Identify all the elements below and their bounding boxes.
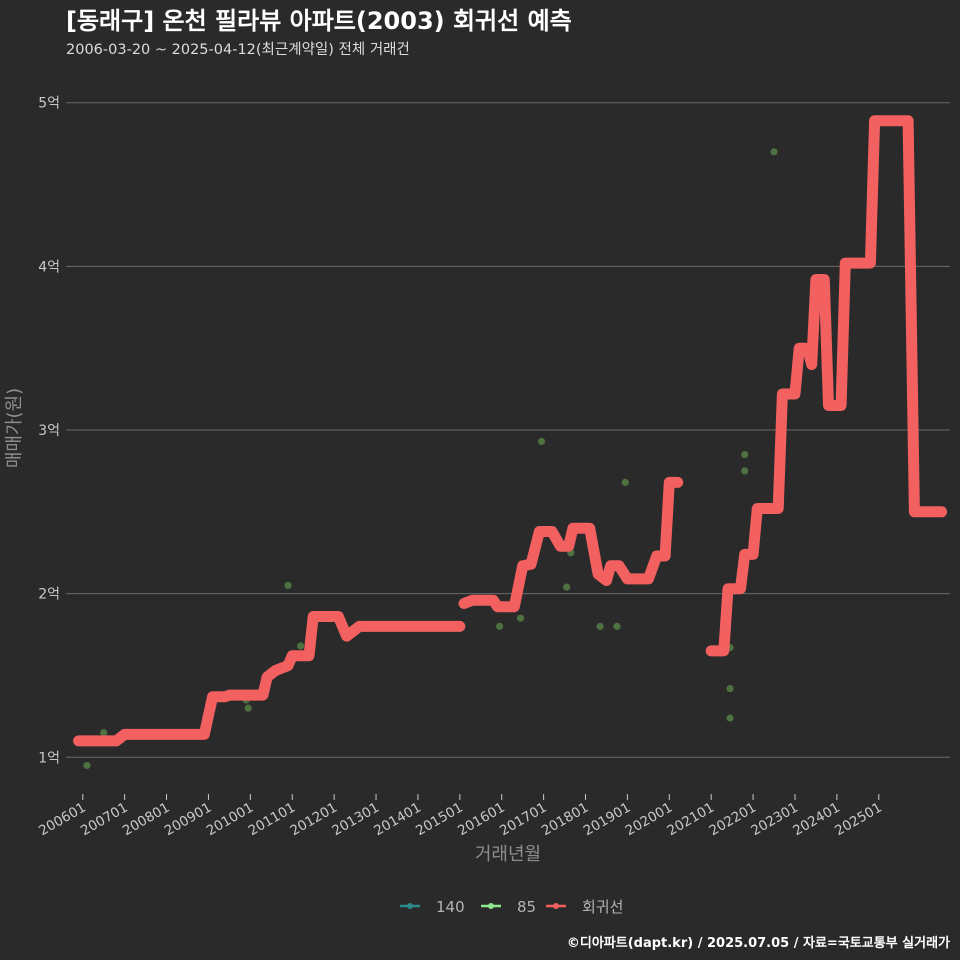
chart: [동래구] 온천 필라뷰 아파트(2003) 회귀선 예측 2006-03-20… (0, 0, 960, 960)
y-tick-label: 3억 (38, 423, 60, 439)
footer-credit: ©디아파트(dapt.kr) / 2025.07.05 / 자료=국토교통부 실… (567, 935, 950, 951)
legend-key-dot (488, 903, 494, 909)
scatter-point (517, 615, 524, 622)
scatter-point (741, 451, 748, 458)
scatter-point (297, 642, 304, 649)
legend-label: 회귀선 (582, 898, 623, 916)
scatter-point (770, 148, 777, 155)
scatter-point (100, 729, 107, 736)
legend-key-dot (553, 903, 559, 909)
chart-subtitle: 2006-03-20 ~ 2025-04-12(최근계약일) 전체 거래건 (66, 41, 410, 58)
scatter-point (284, 582, 291, 589)
scatter-point (741, 467, 748, 474)
scatter-point (597, 623, 604, 630)
legend-label: 140 (436, 898, 465, 916)
scatter-point (622, 479, 629, 486)
legend-label: 85 (517, 898, 536, 916)
scatter-point (726, 714, 733, 721)
legend-key-dot (407, 903, 413, 909)
scatter-point (563, 583, 570, 590)
y-tick-label: 5억 (38, 96, 60, 112)
y-tick-label: 4억 (38, 259, 60, 275)
chart-title: [동래구] 온천 필라뷰 아파트(2003) 회귀선 예측 (66, 7, 572, 35)
y-tick-label: 1억 (38, 750, 60, 766)
scatter-point (613, 623, 620, 630)
y-tick-label: 2억 (38, 587, 60, 603)
scatter-point (726, 685, 733, 692)
scatter-point (496, 623, 503, 630)
y-axis-label: 매매가(원) (4, 388, 25, 468)
x-axis-label: 거래년월 (475, 844, 541, 865)
scatter-point (83, 762, 90, 769)
scatter-point (538, 438, 545, 445)
scatter-point (245, 705, 252, 712)
